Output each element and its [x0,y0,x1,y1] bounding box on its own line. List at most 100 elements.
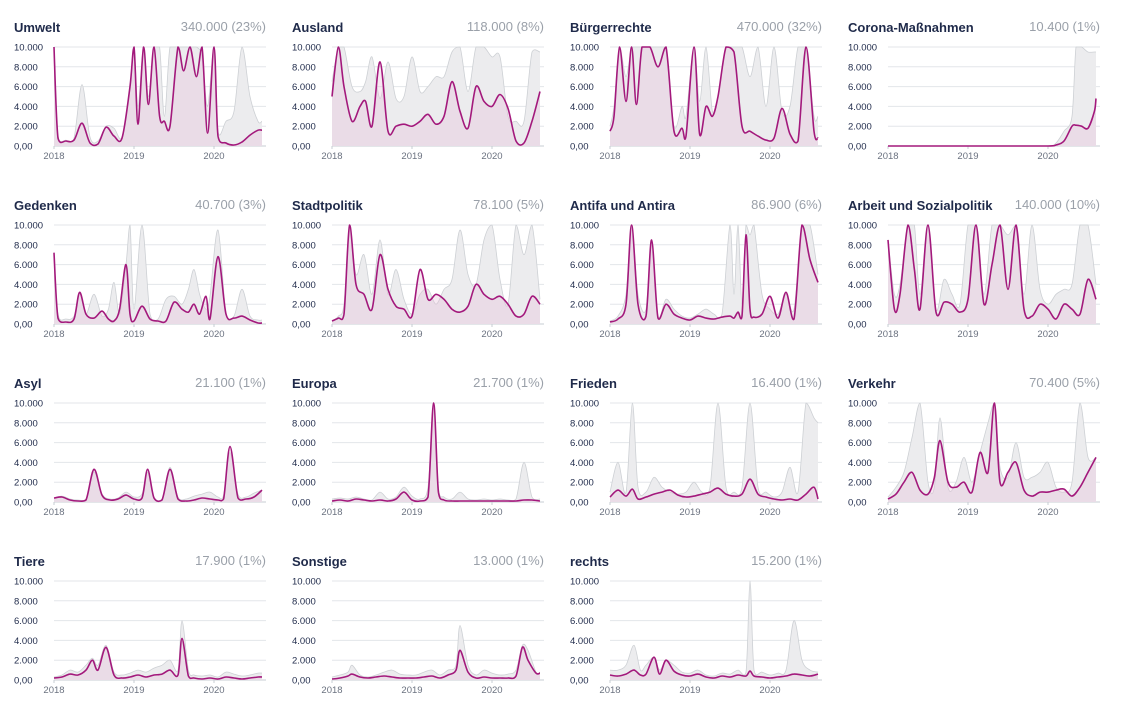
y-tick-label: 4.000 [848,458,872,469]
chart-plot: 10.000 8.000 6.000 4.000 2.000 0,00 2018 2019 20… [292,577,544,696]
chart-panel: Corona-Maßnahmen 10.400 (1%) 10.000 8.000 6.… [834,0,1100,170]
y-tick-label: 10.000 [292,221,321,232]
reference-line [331,46,541,127]
y-tick-label: 0,00 [292,142,311,153]
reference-line [53,46,263,144]
series-area [610,657,818,680]
reference-area [54,225,262,324]
y-tick-label: 10.000 [570,577,599,588]
y-tick-label: 0,00 [292,498,311,509]
y-tick-label: 2.000 [14,478,38,489]
reference-line [609,402,819,498]
y-tick-label: 8.000 [292,418,316,429]
chart-panel: Umwelt 340.000 (23%) 10.000 8.000 6.000 4.000… [0,0,266,170]
chart-title: Umwelt [14,20,61,35]
x-tick-label: 2018 [321,151,342,162]
y-tick-label: 10.000 [570,221,599,232]
reference-area [332,625,540,680]
y-tick-label: 2.000 [570,122,594,133]
series-line [609,656,819,679]
x-tick-label: 2019 [401,329,422,340]
y-tick-label: 2.000 [292,122,316,133]
chart-panel: Stadtpolitik 78.100 (5%) 10.000 8.000 6.000 4… [278,178,544,348]
chart-plot: 10.000 8.000 6.000 4.000 2.000 0,00 2018 2019 20… [14,221,266,340]
x-tick-label: 2019 [679,151,700,162]
y-tick-label: 0,00 [570,142,589,153]
chart-plot: 10.000 8.000 6.000 4.000 2.000 0,00 2018 2019 20… [14,577,266,696]
x-tick-label: 2019 [123,685,144,696]
series-line [53,445,263,503]
chart-title: Stadtpolitik [292,198,363,213]
x-tick-label: 2018 [321,685,342,696]
x-tick-label: 2018 [43,507,64,518]
y-tick-label: 8.000 [14,418,38,429]
y-tick-label: 0,00 [570,498,589,509]
y-tick-label: 10.000 [14,221,43,232]
x-tick-label: 2020 [203,507,224,518]
y-tick-label: 8.000 [14,596,38,607]
y-tick-label: 2.000 [570,656,594,667]
x-tick-label: 2020 [481,151,502,162]
y-tick-label: 0,00 [292,320,311,331]
chart-stat: 10.400 (1%) [1029,19,1100,34]
x-tick-label: 2019 [401,151,422,162]
y-tick-label: 4.000 [848,280,872,291]
reference-line [887,402,1097,498]
chart-stat: 470.000 (32%) [736,19,822,34]
chart-stat: 13.000 (1%) [473,553,544,568]
x-tick-label: 2020 [203,151,224,162]
chart-panel: Gedenken 40.700 (3%) 10.000 8.000 6.000 4.000… [0,178,266,348]
x-tick-label: 2020 [481,685,502,696]
y-tick-label: 6.000 [14,82,38,93]
y-tick-label: 8.000 [570,240,594,251]
y-tick-label: 10.000 [292,43,321,54]
chart-plot: 10.000 8.000 6.000 4.000 2.000 0,00 2018 2019 20… [292,221,544,340]
chart-panel: Ausland 118.000 (8%) 10.000 8.000 6.000 4.000… [278,0,544,170]
chart-panel: Tiere 17.900 (1%) 10.000 8.000 6.000 4.000 2.0… [0,534,266,704]
x-tick-label: 2020 [203,329,224,340]
x-tick-label: 2020 [759,685,780,696]
y-tick-label: 8.000 [292,240,316,251]
x-tick-label: 2018 [321,329,342,340]
series-line [331,402,541,503]
chart-title: Tiere [14,554,45,569]
x-tick-label: 2019 [401,685,422,696]
y-tick-label: 4.000 [292,636,316,647]
chart-plot: 10.000 8.000 6.000 4.000 2.000 0,00 2018 2019 20… [848,221,1100,340]
y-tick-label: 2.000 [848,478,872,489]
reference-line [53,224,263,322]
chart-panel: Asyl 21.100 (1%) 10.000 8.000 6.000 4.000 2.00… [0,356,266,526]
series-line [53,637,263,680]
x-tick-label: 2018 [599,507,620,518]
x-tick-label: 2020 [759,329,780,340]
y-tick-label: 6.000 [570,82,594,93]
y-tick-label: 6.000 [292,260,316,271]
series-area [332,225,540,324]
y-tick-label: 0,00 [848,320,867,331]
y-tick-label: 2.000 [14,656,38,667]
chart-title: Verkehr [848,376,896,391]
x-tick-label: 2018 [877,329,898,340]
series-area [610,47,818,146]
chart-title: Arbeit und Sozialpolitik [848,198,993,213]
chart-stat: 40.700 (3%) [195,197,266,212]
y-tick-label: 6.000 [14,438,38,449]
y-tick-label: 8.000 [570,62,594,73]
x-tick-label: 2019 [957,329,978,340]
chart-stat: 21.100 (1%) [195,375,266,390]
y-tick-label: 10.000 [292,577,321,588]
series-area [54,47,262,146]
x-tick-label: 2019 [679,685,700,696]
y-tick-label: 4.000 [14,458,38,469]
y-tick-label: 0,00 [14,498,33,509]
chart-stat: 15.200 (1%) [751,553,822,568]
y-tick-label: 0,00 [292,676,311,687]
y-tick-label: 0,00 [14,676,33,687]
series-line [609,224,819,323]
chart-title: Antifa und Antira [570,198,675,213]
x-tick-label: 2019 [957,507,978,518]
y-tick-label: 2.000 [292,300,316,311]
y-tick-label: 6.000 [570,438,594,449]
y-tick-label: 4.000 [14,102,38,113]
